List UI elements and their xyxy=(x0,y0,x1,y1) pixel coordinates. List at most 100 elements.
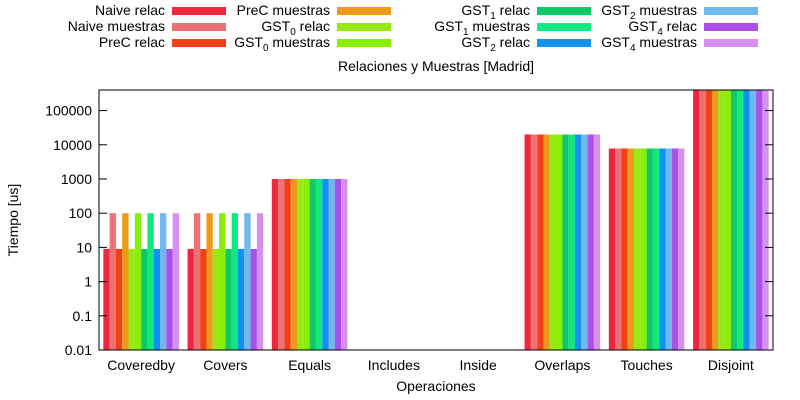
bar xyxy=(212,248,220,350)
y-tick-label: 10 xyxy=(76,239,92,255)
bar xyxy=(718,90,725,350)
y-axis: 0.01 0.1 1 10 100 1000 10000 100000 xyxy=(45,103,773,358)
bar xyxy=(341,178,348,350)
y-tick-label: 100 xyxy=(69,205,93,221)
bar xyxy=(297,178,304,350)
bar xyxy=(334,178,342,350)
bar xyxy=(225,248,232,350)
bar xyxy=(322,178,329,350)
bar xyxy=(749,90,757,350)
legend-swatch xyxy=(537,7,591,15)
bar xyxy=(128,248,135,350)
legend-swatch xyxy=(704,39,758,47)
y-tick-label: 1 xyxy=(84,274,92,290)
bar xyxy=(543,134,550,350)
bars xyxy=(103,90,769,350)
bar xyxy=(730,90,738,350)
x-tick-label: Touches xyxy=(621,357,673,373)
x-tick-label: Includes xyxy=(368,357,420,373)
bar xyxy=(549,134,557,350)
legend-label: GST2 relac xyxy=(461,34,530,54)
bar xyxy=(193,213,201,350)
bar xyxy=(756,90,763,350)
bar xyxy=(172,213,179,350)
legend-swatch xyxy=(537,39,591,47)
bar xyxy=(109,213,116,350)
legend-label: GST0 relac xyxy=(261,18,330,38)
legend-item: GST1 muestras xyxy=(434,18,591,38)
legend-label: GST4 muestras xyxy=(601,34,697,54)
bar xyxy=(303,178,310,350)
bar xyxy=(250,248,257,350)
y-tick-label: 100000 xyxy=(45,103,92,119)
bar xyxy=(256,213,264,350)
y-tick-label: 0.1 xyxy=(73,308,93,324)
bar xyxy=(593,134,601,350)
bar xyxy=(762,90,769,350)
legend-label: PreC muestras xyxy=(237,2,330,18)
bar xyxy=(711,90,719,350)
bar xyxy=(524,134,531,350)
legend-swatch xyxy=(337,7,391,15)
legend-item: GST2 relac xyxy=(461,34,591,54)
legend-swatch xyxy=(172,7,226,15)
bar xyxy=(652,148,660,350)
legend-label: PreC relac xyxy=(99,34,165,50)
bar xyxy=(244,213,251,350)
legend-item: GST1 relac xyxy=(461,2,591,22)
x-axis-label: Operaciones xyxy=(396,378,475,394)
bar xyxy=(693,90,700,350)
legend-swatch xyxy=(172,39,226,47)
bar xyxy=(231,213,238,350)
bar xyxy=(115,248,123,350)
x-tick-label: Covers xyxy=(203,357,247,373)
y-tick-label: 0.01 xyxy=(65,342,92,358)
bar xyxy=(665,148,672,350)
bar xyxy=(615,148,622,350)
legend-item: GST0 muestras xyxy=(234,34,391,54)
x-tick-label: Equals xyxy=(288,357,331,373)
plot-frame xyxy=(98,89,774,351)
x-tick-label: Disjoint xyxy=(708,357,754,373)
x-tick-label: Coveredby xyxy=(107,357,175,373)
bar xyxy=(309,178,316,350)
bar xyxy=(219,213,226,350)
bar xyxy=(556,134,563,350)
x-axis: Coveredby Covers Equals Includes Inside Overl… xyxy=(107,357,754,373)
legend-swatch xyxy=(172,23,226,31)
bar xyxy=(705,90,712,350)
legend-item: GST2 muestras xyxy=(601,2,758,22)
bar xyxy=(646,148,653,350)
legend-item: Naive muestras xyxy=(68,18,226,34)
bar xyxy=(743,90,750,350)
bar xyxy=(166,248,173,350)
bar xyxy=(581,134,588,350)
bar xyxy=(659,148,666,350)
bar xyxy=(200,248,207,350)
bar xyxy=(562,134,569,350)
legend-swatch xyxy=(337,23,391,31)
bar xyxy=(568,134,575,350)
bar xyxy=(134,213,142,350)
bar xyxy=(153,248,161,350)
y-axis-label: Tiempo [us] xyxy=(5,184,21,257)
bar xyxy=(671,148,679,350)
bar xyxy=(278,178,285,350)
legend-item: Naive relac xyxy=(95,2,226,18)
legend-item: GST4 relac xyxy=(628,18,758,38)
bar xyxy=(608,148,616,350)
bar xyxy=(206,213,213,350)
bar xyxy=(537,134,544,350)
legend-label: Naive relac xyxy=(95,2,165,18)
bar xyxy=(147,213,154,350)
legend-item: GST0 relac xyxy=(261,18,391,38)
bar xyxy=(530,134,538,350)
x-tick-label: Overlaps xyxy=(534,357,590,373)
y-tick-label: 1000 xyxy=(61,171,92,187)
legend-label: GST1 relac xyxy=(461,2,530,22)
bar xyxy=(141,248,148,350)
legend-swatch xyxy=(537,23,591,31)
bar xyxy=(724,90,731,350)
